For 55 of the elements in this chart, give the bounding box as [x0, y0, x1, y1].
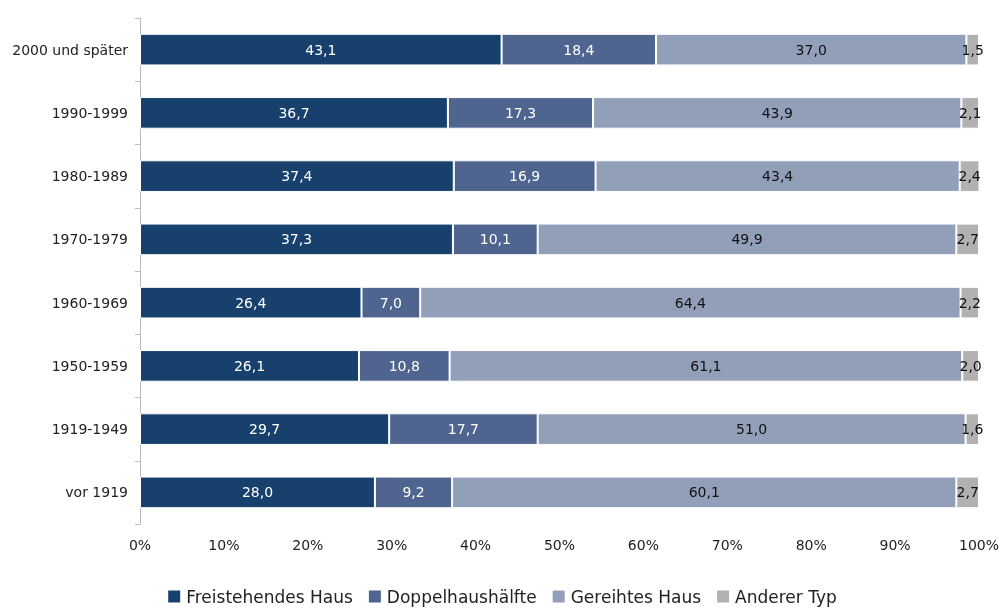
- data-label: 37,0: [795, 41, 827, 58]
- y-tick-label: vor 1919: [65, 484, 128, 501]
- x-tick-label: 100%: [958, 537, 1000, 553]
- x-tick-label: 50%: [543, 537, 576, 553]
- data-label: 9,2: [402, 484, 425, 501]
- data-label: 28,0: [241, 484, 274, 501]
- x-tick-label: 10%: [208, 537, 240, 553]
- legend-label: Anderer Typ: [735, 586, 837, 607]
- legend-label: Doppelhaushälfte: [386, 586, 537, 607]
- x-tick-label: 70%: [711, 537, 743, 553]
- data-label: 26,4: [235, 294, 267, 311]
- data-label: 61,1: [690, 357, 722, 374]
- y-tick-label: 1919-1949: [51, 421, 128, 438]
- data-label: 49,9: [731, 231, 763, 248]
- data-label: 43,9: [761, 104, 793, 121]
- data-label: 64,4: [674, 294, 707, 311]
- y-tick-label: 1950-1959: [51, 357, 128, 374]
- data-label: 2,2: [958, 294, 981, 311]
- data-label: 10,8: [388, 357, 420, 374]
- data-label: 51,0: [736, 421, 768, 438]
- data-label: 16,9: [509, 168, 541, 185]
- data-label: 2,7: [956, 484, 979, 501]
- data-label: 36,7: [278, 104, 310, 121]
- data-label: 10,1: [479, 231, 511, 248]
- data-label: 2,4: [958, 168, 981, 185]
- data-label: 18,4: [563, 41, 595, 58]
- data-label: 2,0: [959, 357, 982, 374]
- data-label: 43,4: [762, 168, 794, 185]
- x-tick-label: 30%: [376, 537, 408, 553]
- y-tick-label: 1960-1969: [51, 294, 128, 311]
- data-label: 60,1: [688, 484, 720, 501]
- y-tick-label: 2000 und später: [12, 41, 129, 58]
- data-label: 2,1: [959, 104, 982, 121]
- x-tick-label: 0%: [128, 537, 152, 553]
- data-label: 43,1: [305, 41, 337, 58]
- y-tick-label: 1980-1989: [51, 168, 128, 185]
- data-label: 37,3: [280, 231, 313, 248]
- x-tick-label: 60%: [627, 537, 659, 553]
- data-label: 17,3: [504, 104, 537, 121]
- legend-label: Gereihtes Haus: [570, 586, 702, 607]
- y-tick-label: 1990-1999: [51, 104, 128, 121]
- data-label: 37,4: [281, 168, 313, 185]
- data-label: 29,7: [249, 421, 281, 438]
- data-label: 2,7: [956, 231, 979, 248]
- x-tick-label: 80%: [795, 537, 827, 553]
- x-tick-label: 90%: [879, 537, 911, 553]
- data-label: 17,7: [447, 421, 480, 438]
- data-label: 26,1: [233, 357, 266, 374]
- data-label: 1,6: [961, 421, 984, 438]
- x-tick-label: 20%: [292, 537, 324, 553]
- data-label: 7,0: [379, 294, 402, 311]
- x-tick-label: 40%: [460, 537, 492, 553]
- data-label: 1,5: [961, 41, 984, 58]
- legend-label: Freistehendes Haus: [186, 586, 354, 607]
- y-tick-label: 1970-1979: [51, 231, 128, 248]
